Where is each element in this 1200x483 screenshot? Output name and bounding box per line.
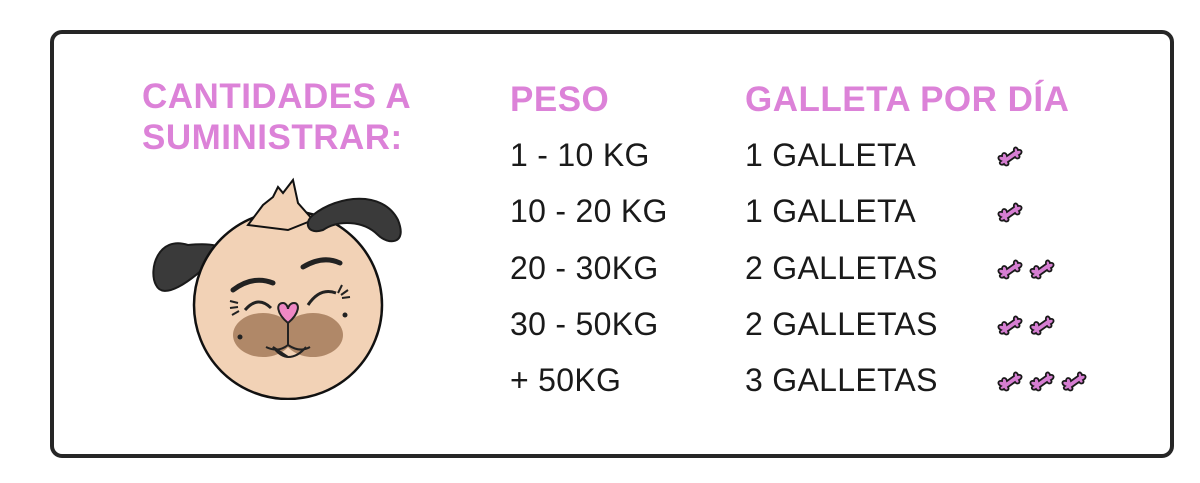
bone-group (996, 258, 1058, 287)
bone-group (996, 201, 1026, 230)
bone-icon (1028, 370, 1058, 399)
bone-group (996, 314, 1058, 343)
bone-icon (996, 314, 1026, 343)
weight-cell: 10 - 20 KG (510, 193, 668, 229)
bone-icon (1028, 314, 1058, 343)
biscuit-cell: 1 GALLETA (745, 137, 917, 173)
header-biscuits: GALLETA POR DÍA (745, 80, 1070, 119)
bone-icon (996, 258, 1026, 287)
bone-icon (1060, 370, 1090, 399)
weight-cell: 30 - 50KG (510, 306, 659, 342)
biscuit-cell: 1 GALLETA (745, 193, 917, 229)
header-weight: PESO (510, 80, 610, 119)
bone-icon (996, 145, 1026, 174)
bone-icon (1028, 258, 1058, 287)
bone-group (996, 370, 1090, 399)
title-line-2: SUMINISTRAR: (142, 118, 403, 157)
weight-cell: 1 - 10 KG (510, 137, 650, 173)
bone-group (996, 145, 1026, 174)
bone-icon (996, 201, 1026, 230)
bone-icon (996, 370, 1026, 399)
biscuit-cell: 2 GALLETAS (745, 306, 938, 342)
weight-cell: 20 - 30KG (510, 250, 659, 286)
title-line-1: CANTIDADES A (142, 77, 412, 116)
biscuit-cell: 2 GALLETAS (745, 250, 938, 286)
section-title: CANTIDADES A SUMINISTRAR: (142, 76, 411, 158)
biscuit-cell: 3 GALLETAS (745, 362, 938, 398)
dog-face-icon (152, 177, 402, 400)
weight-cell: + 50KG (510, 362, 622, 398)
